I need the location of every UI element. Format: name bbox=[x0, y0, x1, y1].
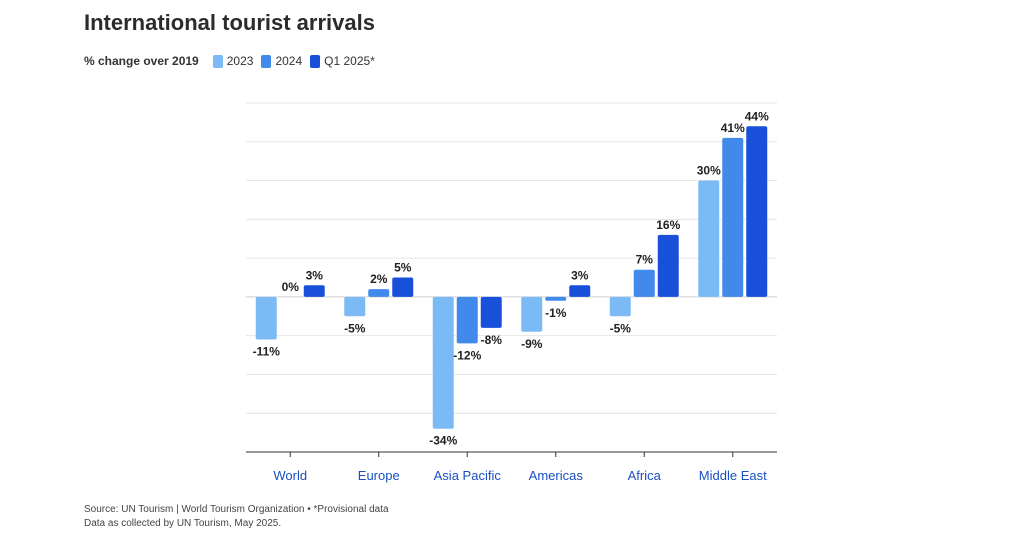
bar bbox=[368, 289, 390, 297]
bar bbox=[480, 296, 502, 328]
data-label: -8% bbox=[481, 333, 503, 347]
bar bbox=[545, 296, 567, 301]
x-tick-label: Middle East bbox=[699, 468, 767, 483]
bar bbox=[392, 277, 414, 297]
data-label: 5% bbox=[394, 261, 412, 275]
bar bbox=[698, 180, 720, 297]
data-label: -9% bbox=[521, 337, 543, 351]
legend: % change over 2019 2023 2024 Q1 2025* bbox=[84, 52, 383, 70]
data-label: 3% bbox=[571, 268, 589, 282]
legend-label-q1-2025: Q1 2025* bbox=[324, 54, 375, 68]
bar bbox=[432, 296, 454, 429]
data-label: 7% bbox=[636, 253, 654, 267]
data-label: -34% bbox=[429, 434, 457, 448]
bar bbox=[303, 285, 325, 297]
bar bbox=[255, 296, 277, 340]
legend-label-2024: 2024 bbox=[275, 54, 303, 68]
source-line-1: Source: UN Tourism | World Tourism Organ… bbox=[84, 504, 389, 515]
data-label: 16% bbox=[656, 218, 680, 232]
source-note: Source: UN Tourism | World Tourism Organ… bbox=[84, 503, 389, 531]
bar bbox=[633, 269, 655, 297]
bar bbox=[657, 234, 679, 297]
legend-swatch-2023 bbox=[212, 54, 223, 68]
bar bbox=[569, 285, 591, 297]
x-tick-label: Africa bbox=[628, 468, 662, 483]
data-label: 3% bbox=[306, 268, 324, 282]
bar bbox=[609, 296, 631, 317]
legend-swatch-2024 bbox=[261, 54, 272, 68]
data-label: -11% bbox=[253, 345, 281, 359]
x-tick-label: Asia Pacific bbox=[434, 468, 502, 483]
legend-item-2024: 2024 bbox=[261, 54, 302, 68]
data-label: 44% bbox=[745, 109, 769, 123]
x-tick-label: Europe bbox=[358, 468, 400, 483]
bar bbox=[746, 126, 768, 297]
bar bbox=[521, 296, 543, 332]
legend-item-q1-2025: Q1 2025* bbox=[310, 54, 375, 68]
data-label: -5% bbox=[344, 321, 366, 335]
source-line-2: Data as collected by UN Tourism, May 202… bbox=[84, 518, 282, 529]
x-tick-label: World bbox=[273, 468, 307, 483]
bar bbox=[722, 137, 744, 297]
data-label: -5% bbox=[610, 321, 632, 335]
x-tick-label: Americas bbox=[529, 468, 584, 483]
data-label: 0% bbox=[282, 280, 300, 294]
chart-title: International tourist arrivals bbox=[84, 10, 375, 35]
data-label: 2% bbox=[370, 272, 388, 286]
bar bbox=[344, 296, 366, 317]
legend-item-2023: 2023 bbox=[212, 54, 254, 68]
bar bbox=[456, 296, 478, 344]
data-label: -12% bbox=[453, 348, 481, 362]
data-label: 30% bbox=[697, 164, 721, 178]
legend-swatch-q1-2025 bbox=[310, 54, 321, 68]
legend-label-2023: 2023 bbox=[226, 54, 254, 68]
data-label: -1% bbox=[545, 306, 567, 320]
data-label: 41% bbox=[721, 121, 745, 135]
legend-title: % change over 2019 bbox=[84, 54, 199, 68]
